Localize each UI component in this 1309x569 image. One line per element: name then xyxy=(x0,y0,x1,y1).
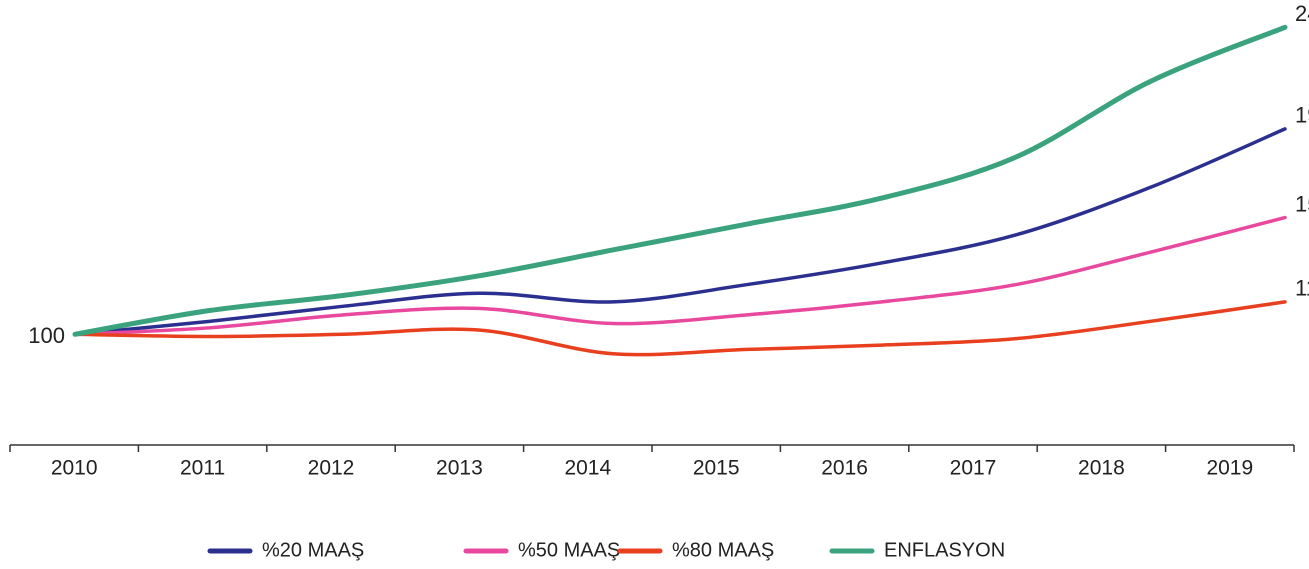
legend-label: ENFLASYON xyxy=(884,539,1005,561)
x-tick-label: 2018 xyxy=(1078,457,1125,480)
end-label: 115 xyxy=(1295,276,1309,301)
x-tick-label: 2012 xyxy=(308,457,355,480)
start-label: 100 xyxy=(28,323,65,348)
x-tick-label: 2010 xyxy=(51,457,98,480)
series-line xyxy=(73,300,1287,357)
x-tick-label: 2011 xyxy=(180,457,225,480)
series-line xyxy=(72,24,1288,337)
x-tick-label: 2014 xyxy=(564,457,611,480)
end-label: 154 xyxy=(1295,191,1309,216)
end-label: 195 xyxy=(1295,103,1309,128)
legend-label: %50 MAAŞ xyxy=(518,539,620,561)
x-tick-label: 2017 xyxy=(950,457,997,480)
x-tick-label: 2016 xyxy=(821,457,868,480)
legend-label: %80 MAAŞ xyxy=(672,539,774,561)
legend-label: %20 MAAŞ xyxy=(262,539,364,561)
x-tick-label: 2013 xyxy=(436,457,483,480)
end-label: 242 xyxy=(1295,1,1309,26)
x-tick-label: 2015 xyxy=(693,457,740,480)
x-tick-label: 2019 xyxy=(1206,457,1253,480)
series-line xyxy=(73,215,1287,337)
series-line xyxy=(73,127,1287,337)
